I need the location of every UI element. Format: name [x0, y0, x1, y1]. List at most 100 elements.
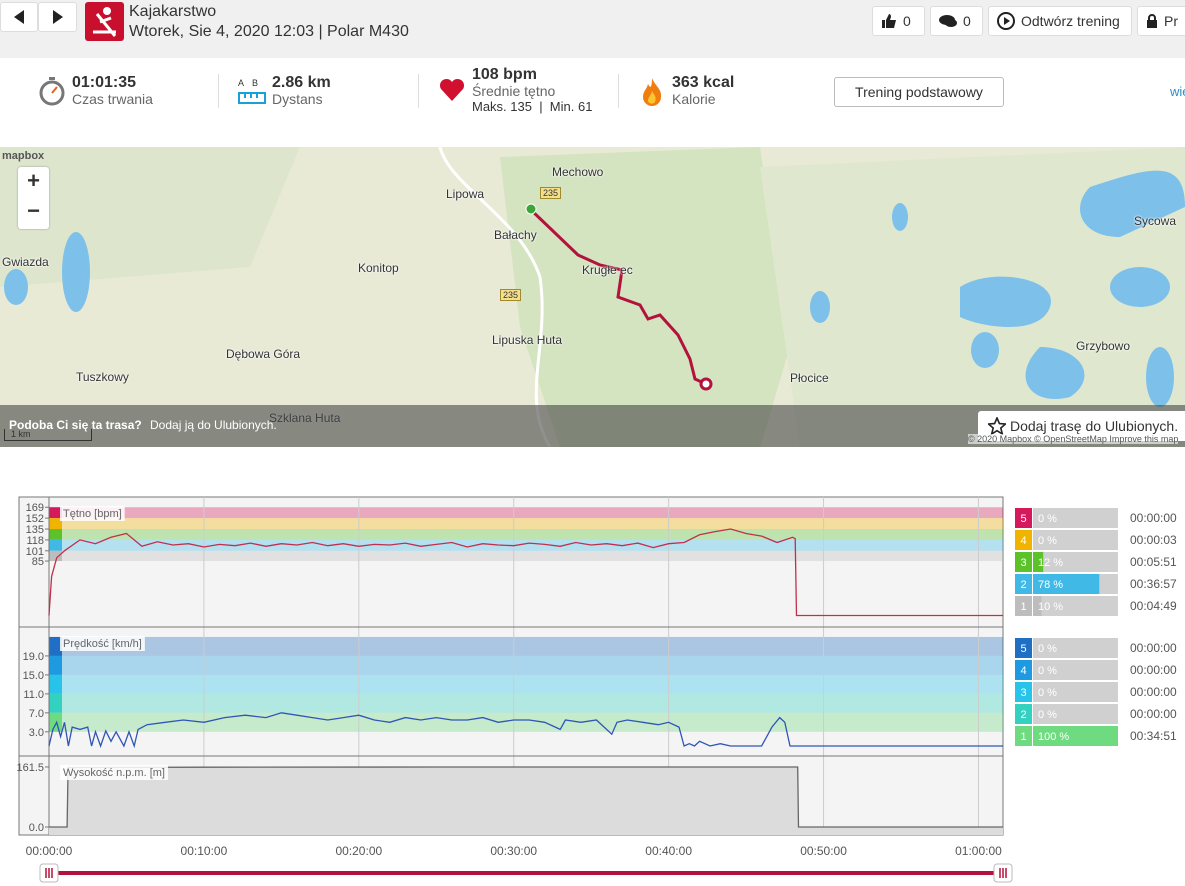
zone-time: 00:00:03 — [1130, 533, 1177, 547]
zone-time: 00:00:00 — [1130, 685, 1177, 699]
y-tick-label: 15.0 — [23, 670, 44, 682]
zone-bar-track — [1033, 508, 1118, 528]
panel-title: Prędkość [km/h] — [60, 636, 145, 651]
map[interactable]: mapbox + − 235 235 Mechowo Lipowa Bałachy G… — [0, 147, 1185, 447]
zone-bar-track — [1033, 660, 1118, 680]
y-tick-label: 3.0 — [29, 727, 44, 739]
divider — [418, 74, 419, 108]
zone-percent: 78 % — [1038, 579, 1063, 591]
duration-value: 01:01:35 — [72, 74, 137, 91]
zone-strip — [49, 518, 62, 530]
zone-percent: 0 % — [1038, 709, 1057, 721]
zone-band — [49, 712, 1003, 732]
altitude-line — [49, 766, 1003, 828]
zone-number-box — [1015, 704, 1032, 724]
session-info: Wtorek, Sie 4, 2020 12:03 | Polar M430 — [129, 23, 409, 40]
zone-number: 3 — [1020, 687, 1026, 699]
zoom-out[interactable]: − — [27, 198, 40, 223]
distance-icon-text: AB — [238, 78, 266, 88]
zone-bar-track — [1033, 638, 1118, 658]
x-tick-label: 00:00:00 — [26, 844, 73, 858]
play-label: Odtwórz trening — [1021, 13, 1120, 29]
series-line — [48, 712, 1003, 749]
privacy-label: Pr — [1164, 13, 1178, 29]
sport-icon — [85, 2, 124, 41]
slider-handle-grip — [45, 868, 53, 878]
zoom-control — [18, 167, 49, 229]
zone-time: 00:00:00 — [1130, 707, 1177, 721]
distance-value: 2.86 km — [272, 74, 331, 91]
zone-number-box — [1015, 508, 1032, 528]
map-label: Płocice — [790, 371, 829, 385]
duration-label: Czas trwania — [72, 91, 153, 107]
map-background — [0, 147, 1185, 447]
zone-bar — [1033, 552, 1044, 572]
divider — [618, 74, 619, 108]
forward-button[interactable] — [38, 2, 77, 32]
zone-bar-track — [1033, 530, 1118, 550]
zone-band — [49, 693, 1003, 713]
x-tick-label: 00:10:00 — [181, 844, 228, 858]
y-tick-label: 101 — [26, 546, 44, 558]
calories-icon — [643, 78, 662, 106]
zone-percent: 0 % — [1038, 665, 1057, 677]
map-label: Konitop — [358, 261, 399, 275]
x-tick-label: 00:50:00 — [800, 844, 847, 858]
zone-strip — [49, 712, 62, 732]
basic-training-button[interactable]: Trening podstawowy — [834, 77, 1004, 107]
zone-bar-track — [1033, 552, 1118, 572]
zone-number: 1 — [1020, 731, 1026, 743]
zoom-in[interactable]: + — [27, 168, 40, 193]
map-label: Gwiazda — [2, 255, 49, 269]
zone-number-box — [1015, 552, 1032, 572]
more-link[interactable]: wie — [1170, 84, 1185, 99]
zone-time: 00:34:51 — [1130, 729, 1177, 743]
map-scale: 1 km — [4, 429, 92, 441]
panel-title-text: Tętno [bpm] — [63, 508, 122, 520]
zone-bar — [1033, 726, 1118, 746]
zone-band — [49, 539, 1003, 551]
icon-letter: A — [238, 78, 253, 88]
like-button[interactable]: 0 — [872, 6, 925, 36]
back-button[interactable] — [0, 2, 38, 32]
icon — [882, 14, 896, 28]
zone-band — [49, 655, 1003, 675]
x-tick-label: 00:30:00 — [490, 844, 537, 858]
zone-number: 2 — [1020, 709, 1026, 721]
zone-strip — [49, 550, 62, 562]
zone-number: 3 — [1020, 557, 1026, 569]
favorite-prompt: Podoba Ci się ta trasa? — [9, 418, 142, 432]
zone-bar-track — [1033, 704, 1118, 724]
zone-band — [49, 550, 1003, 562]
like-count: 0 — [903, 13, 911, 29]
icon — [14, 10, 24, 24]
zone-number: 4 — [1020, 665, 1026, 677]
icon — [939, 15, 957, 27]
map-label: Krugłe ec — [582, 263, 633, 277]
zone-strip — [49, 529, 62, 540]
icon-letter: B — [252, 78, 267, 88]
slider-handle-grip — [999, 868, 1007, 878]
calories-value: 363 kcal — [672, 74, 735, 91]
panel-title-bg — [60, 765, 168, 780]
map-label: Grzybowo — [1076, 339, 1131, 353]
icon — [1147, 14, 1157, 28]
play-button[interactable]: Odtwórz trening — [988, 6, 1132, 36]
zone-number: 5 — [1020, 513, 1026, 525]
comment-button[interactable]: 0 — [930, 6, 983, 36]
zone-time: 00:05:51 — [1130, 555, 1177, 569]
altitude-area — [49, 767, 1003, 835]
map-label: Mechowo — [552, 165, 604, 179]
privacy-button[interactable]: Pr — [1137, 6, 1185, 36]
zone-bar — [1033, 574, 1100, 594]
zone-band — [49, 636, 1003, 656]
y-tick-label: 152 — [26, 513, 44, 525]
zone-strip — [49, 636, 62, 656]
divider — [218, 74, 219, 108]
top-bar — [0, 0, 1185, 58]
panel-title: Tętno [bpm] — [60, 506, 125, 521]
favorite-label: Dodaj trasę do Ulubionych. — [1010, 418, 1179, 434]
map-label: Sycowa — [1134, 214, 1177, 228]
zone-strip — [49, 539, 62, 551]
